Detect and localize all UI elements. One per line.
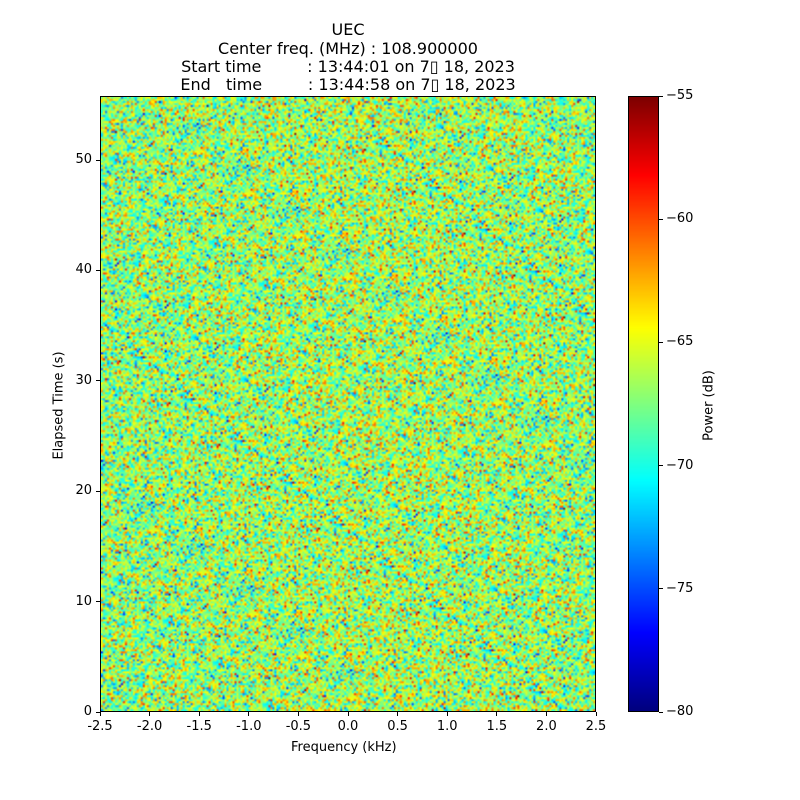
- title-line-4: End time : 13:44:58 on 7▯ 18, 2023: [180, 75, 516, 94]
- x-tick-mark: [397, 712, 399, 716]
- x-tick-mark: [545, 712, 547, 716]
- x-tick-mark: [347, 712, 349, 716]
- y-tick-mark: [96, 490, 100, 492]
- y-tick-label: 40: [75, 262, 92, 278]
- spectrogram-plot-area: [100, 96, 596, 712]
- y-tick-label: 10: [75, 593, 92, 609]
- y-tick-label: 20: [75, 483, 92, 499]
- x-tick-label: 1.0: [436, 719, 458, 734]
- colorbar-tick-mark: [659, 711, 663, 713]
- x-tick-mark: [149, 712, 151, 716]
- colorbar-tick-mark: [659, 341, 663, 343]
- colorbar-tick-label: −75: [666, 580, 694, 596]
- title-line-1: UEC: [331, 20, 365, 39]
- colorbar-tick-mark: [659, 588, 663, 590]
- colorbar-tick-label: −80: [666, 704, 694, 719]
- title-line-2: Center freq. (MHz) : 108.900000: [218, 39, 478, 58]
- x-tick-mark: [446, 712, 448, 716]
- colorbar: [628, 96, 659, 712]
- y-tick-label: 50: [75, 152, 92, 168]
- colorbar-gradient: [629, 97, 658, 711]
- colorbar-tick-label: −65: [666, 334, 694, 350]
- colorbar-tick-label: −60: [666, 211, 694, 227]
- x-tick-label: 0.5: [387, 719, 408, 734]
- x-tick-mark: [198, 712, 200, 716]
- x-tick-label: 1.5: [486, 719, 508, 734]
- colorbar-tick-mark: [659, 465, 663, 467]
- x-tick-label: -1.0: [236, 719, 262, 734]
- x-tick-mark: [297, 712, 299, 716]
- y-tick-mark: [96, 269, 100, 271]
- y-tick-label: 0: [83, 704, 92, 719]
- x-tick-label: 0.0: [337, 719, 359, 734]
- x-tick-mark: [248, 712, 250, 716]
- x-tick-mark: [496, 712, 498, 716]
- x-tick-label: -2.5: [87, 719, 113, 734]
- y-tick-mark: [96, 159, 100, 161]
- x-tick-label: 2.0: [536, 719, 557, 734]
- y-tick-mark: [96, 711, 100, 713]
- x-tick-label: 2.5: [585, 719, 607, 734]
- colorbar-tick-mark: [659, 218, 663, 220]
- colorbar-tick-label: −55: [666, 88, 694, 103]
- x-tick-label: -1.5: [186, 719, 212, 734]
- colorbar-tick-mark: [659, 95, 663, 97]
- x-tick-label: -2.0: [136, 719, 163, 734]
- title-line-3: Start time : 13:44:01 on 7▯ 18, 2023: [181, 57, 515, 76]
- x-axis-label: Frequency (kHz): [291, 740, 397, 755]
- y-axis-label: Elapsed Time (s): [51, 351, 67, 460]
- x-tick-label: -0.5: [285, 719, 312, 734]
- y-tick-mark: [96, 601, 100, 603]
- x-tick-mark: [595, 712, 597, 716]
- y-tick-mark: [96, 380, 100, 382]
- colorbar-tick-label: −70: [666, 457, 694, 473]
- spectrogram-heatmap: [101, 97, 595, 711]
- x-tick-mark: [99, 712, 101, 716]
- colorbar-label: Power (dB): [701, 370, 717, 441]
- y-tick-label: 30: [75, 372, 92, 388]
